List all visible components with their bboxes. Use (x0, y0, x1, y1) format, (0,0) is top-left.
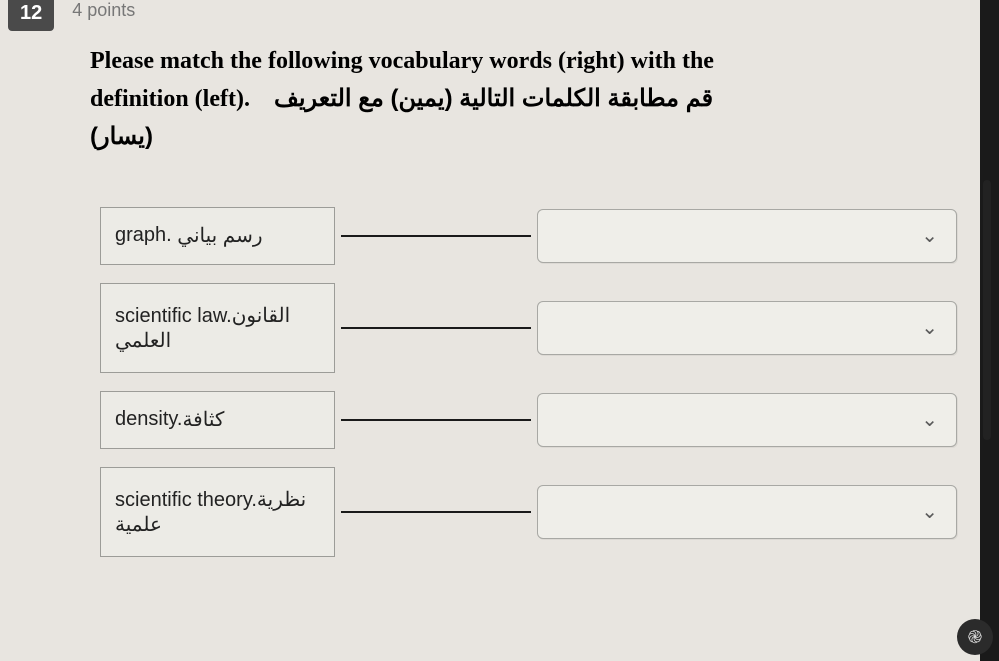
match-row: density.كثافة ⌄ (100, 391, 960, 449)
prompt-line3-ar: (يسار) (90, 123, 153, 150)
prompt-line2-en: definition (left). (90, 86, 250, 112)
points-label: 4 points (72, 0, 135, 21)
term-box-graph: graph. رسم بياني (100, 207, 335, 265)
term-ar: رسم بياني (177, 223, 262, 248)
question-header: 12 4 points (0, 0, 980, 31)
match-row: scientific law.القانون العلمي ⌄ (100, 283, 960, 373)
term-en: scientific law. (115, 305, 232, 327)
question-card: 12 4 points Please match the following v… (0, 0, 980, 661)
connector-line (341, 419, 531, 421)
match-row: graph. رسم بياني ⌄ (100, 207, 960, 265)
prompt-line2-ar: قم مطابقة الكلمات التالية (يمين) مع التع… (274, 85, 713, 112)
question-number-badge: 12 (8, 0, 54, 31)
match-area: graph. رسم بياني ⌄ scientific law.القانو… (100, 207, 960, 557)
term-ar: كثافة (182, 407, 224, 432)
answer-dropdown[interactable]: ⌄ (537, 485, 957, 539)
chevron-down-icon: ⌄ (921, 223, 938, 248)
scrollbar-indicator[interactable] (983, 180, 991, 440)
chevron-down-icon: ⌄ (921, 499, 938, 524)
assistant-icon: ֎ (968, 625, 983, 649)
answer-dropdown[interactable]: ⌄ (537, 301, 957, 355)
connector-line (341, 327, 531, 329)
assistant-button[interactable]: ֎ (957, 619, 993, 655)
term-box-scientific-law: scientific law.القانون العلمي (100, 283, 335, 373)
answer-dropdown[interactable]: ⌄ (537, 393, 957, 447)
term-en: graph. (115, 224, 172, 247)
connector-line (341, 511, 531, 513)
question-prompt: Please match the following vocabulary wo… (90, 43, 960, 157)
term-en: scientific theory. (115, 489, 257, 511)
chevron-down-icon: ⌄ (921, 315, 938, 340)
match-row: scientific theory.نظرية علمية ⌄ (100, 467, 960, 557)
answer-dropdown[interactable]: ⌄ (537, 209, 957, 263)
prompt-line1: Please match the following vocabulary wo… (90, 48, 714, 74)
term-box-scientific-theory: scientific theory.نظرية علمية (100, 467, 335, 557)
chevron-down-icon: ⌄ (921, 407, 938, 432)
term-en: density. (115, 408, 182, 431)
connector-line (341, 235, 531, 237)
term-box-density: density.كثافة (100, 391, 335, 449)
